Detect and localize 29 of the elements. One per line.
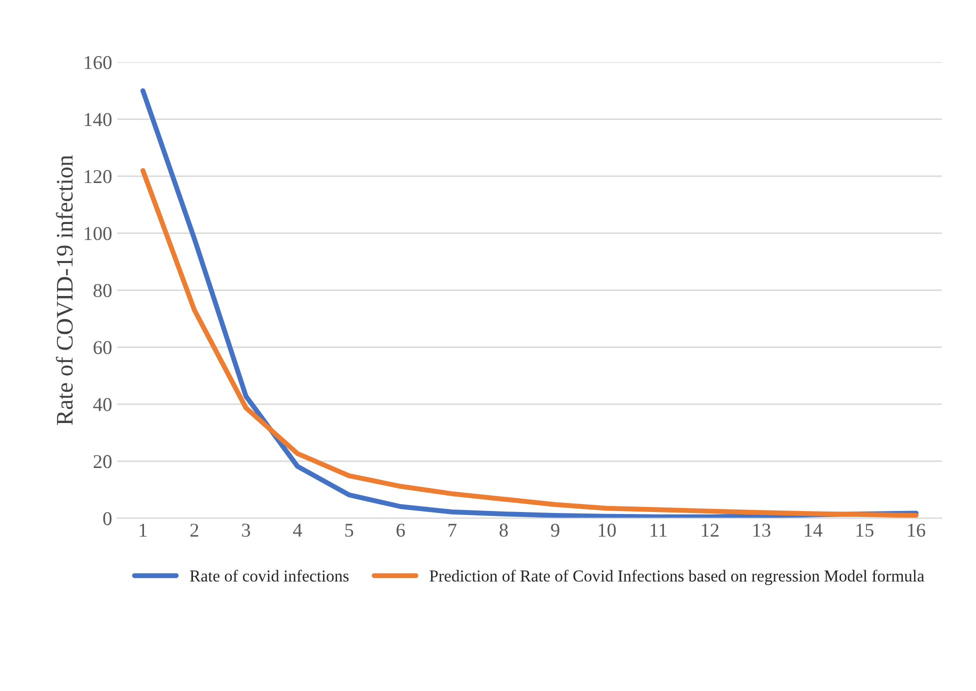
x-tick-label: 2 [190,524,198,537]
x-tick-label: 4 [293,524,302,537]
x-tick-label: 7 [448,524,456,537]
x-tick-label: 12 [702,524,719,537]
x-tick-label: 11 [650,524,667,537]
x-tick-label: 10 [598,524,616,537]
y-tick-label: 0 [103,512,112,526]
x-tick-label: 3 [242,524,250,537]
y-tick-label: 160 [84,56,112,70]
x-tick-label: 14 [804,524,822,537]
y-tick-label: 40 [93,398,112,412]
y-tick-label: 60 [94,341,112,354]
x-tick-label: 6 [396,524,405,537]
x-tick-label: 16 [908,524,926,537]
y-tick-label: 120 [84,170,112,184]
line-series [140,168,918,518]
x-tick-label: 13 [753,524,770,537]
x-tick-label: 9 [551,524,560,537]
legend-label: Prediction of Rate of Covid Infections based on regression Model formula [430,570,924,586]
y-tick-label: 80 [94,284,112,298]
y-tick-label: 20 [94,455,112,468]
y-axis-title: Rate of COVID-19 infection [56,155,73,425]
legend-label: Rate of covid infections [190,570,349,582]
x-tick-label: 15 [856,524,874,537]
y-tick-label: 100 [84,227,112,240]
x-tick-label: 5 [345,524,354,537]
y-tick-label: 140 [84,113,112,126]
x-tick-label: 8 [500,524,508,537]
x-tick-label: 1 [140,524,147,537]
